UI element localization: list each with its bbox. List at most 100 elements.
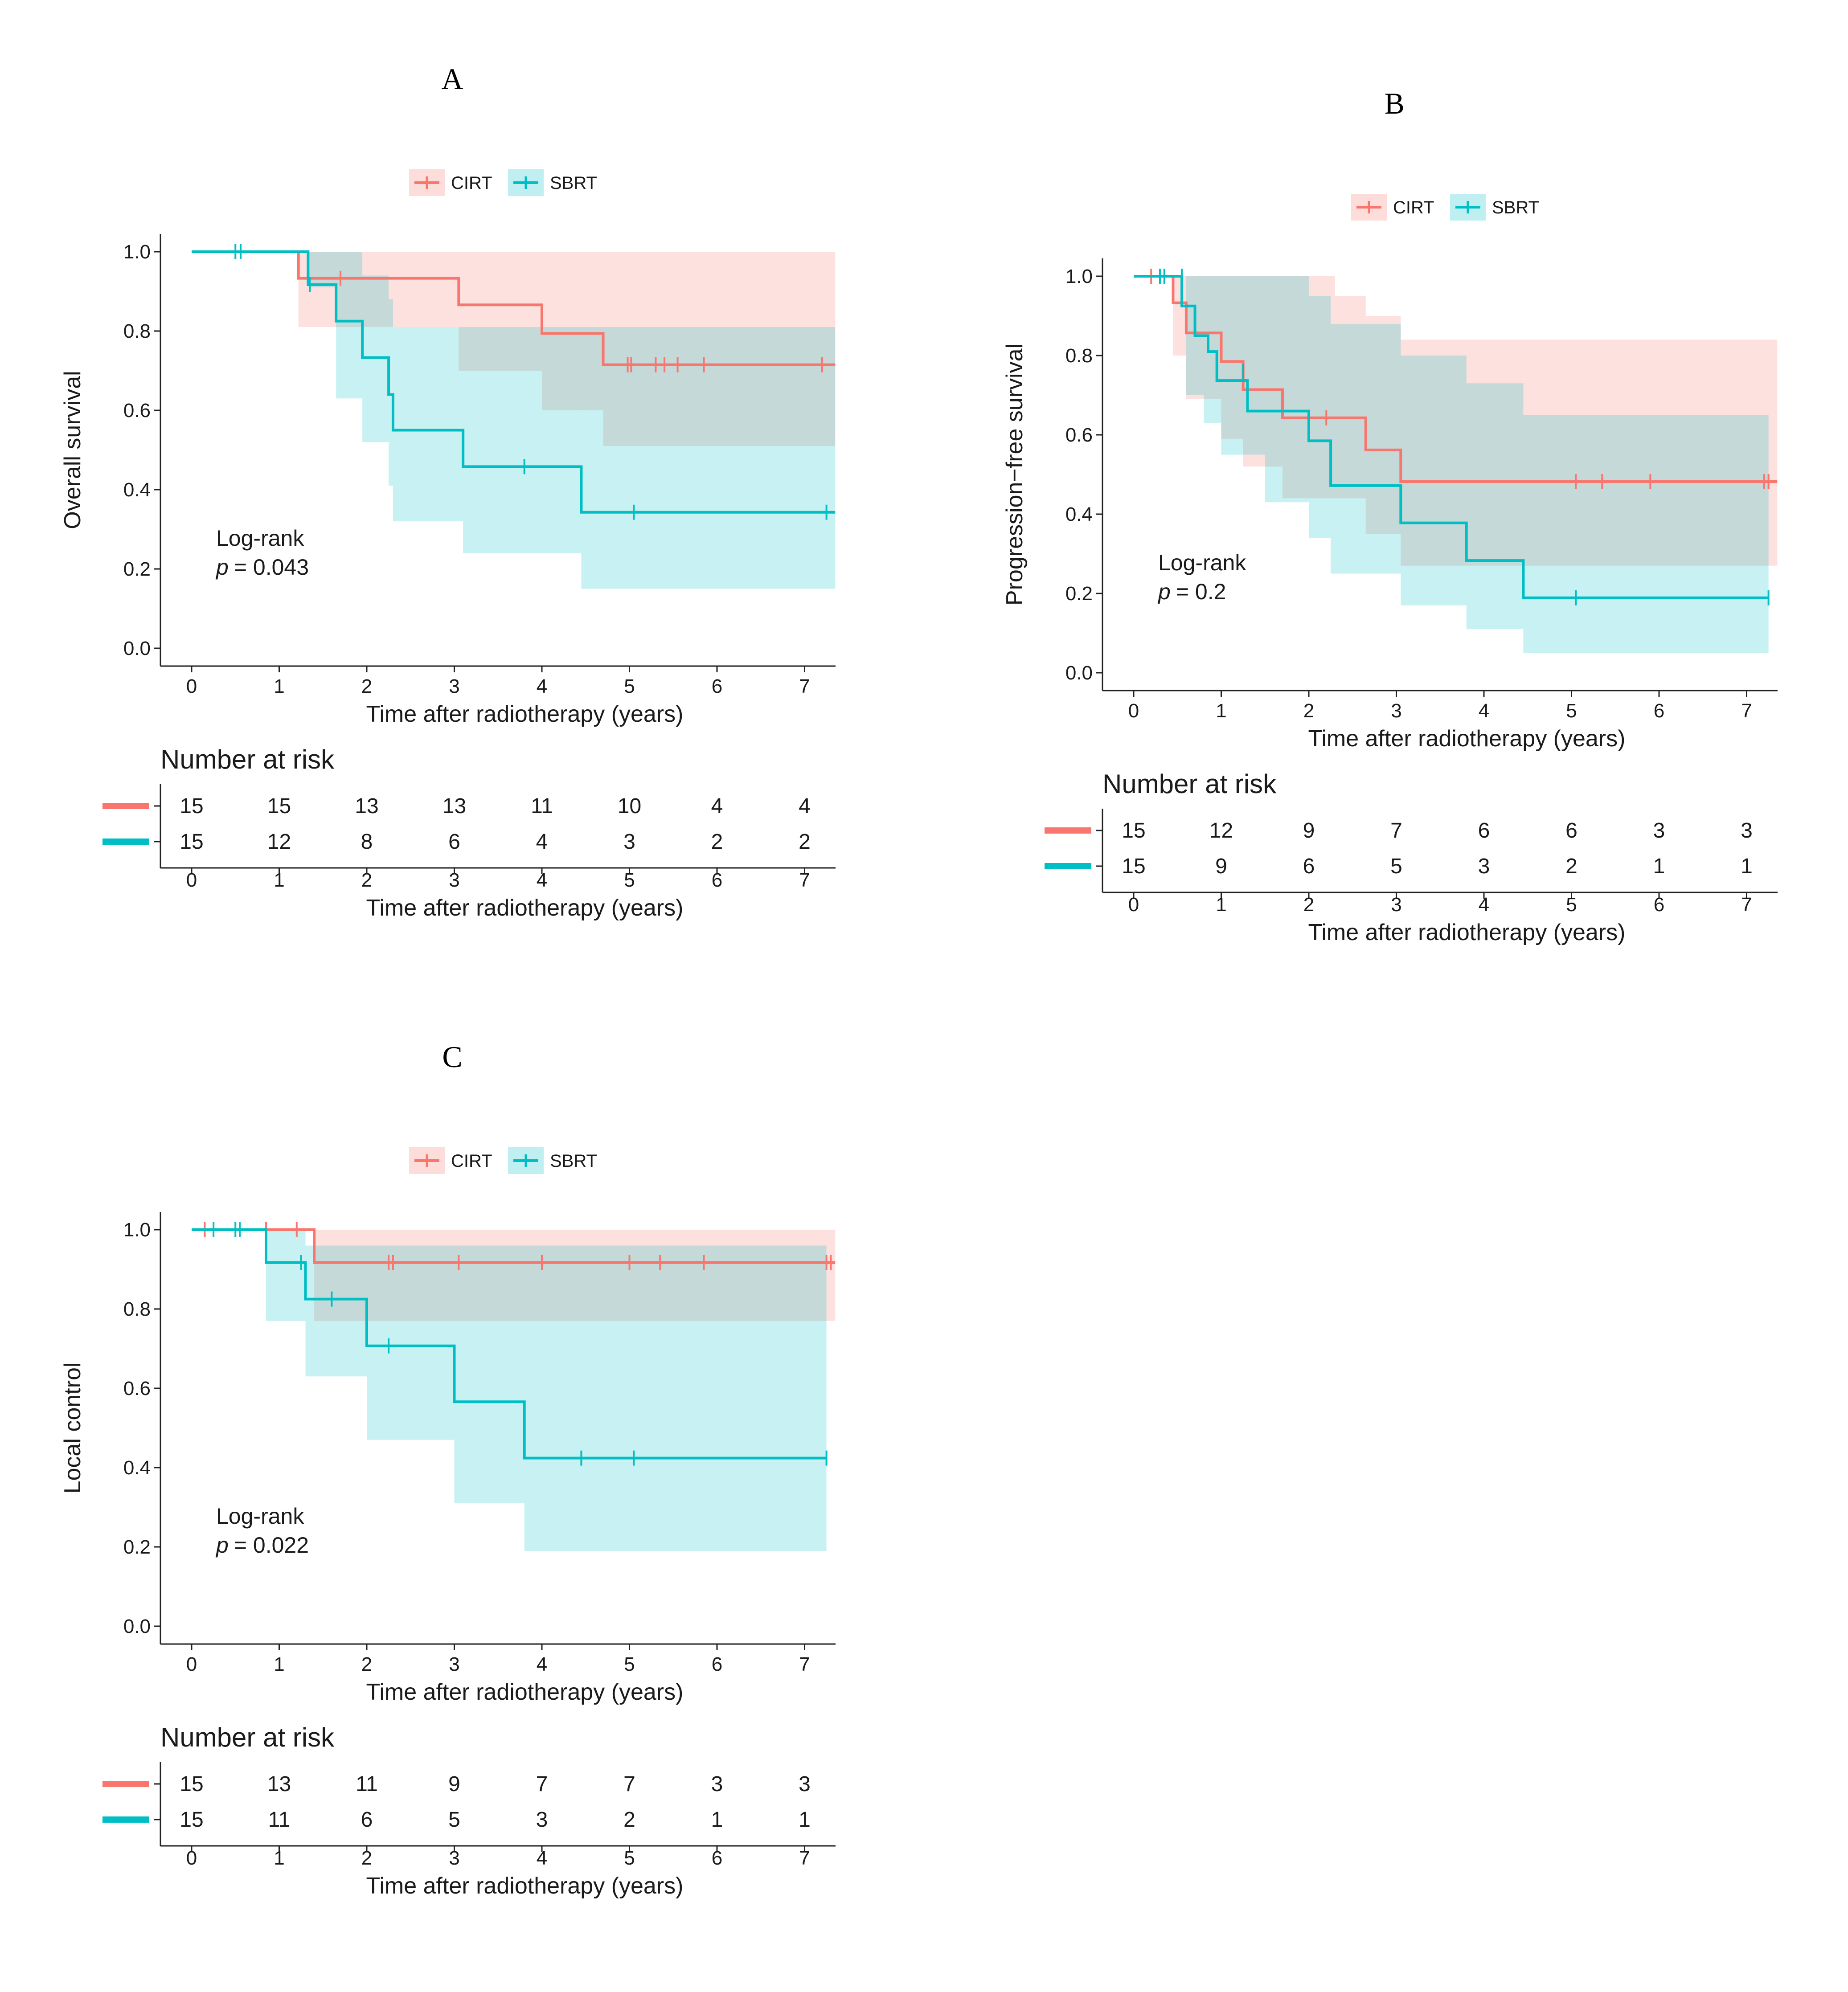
risk-x-tick-label: 2 xyxy=(1303,894,1314,916)
ci-band-cirt xyxy=(310,252,392,327)
risk-x-tick-label: 5 xyxy=(1566,894,1577,916)
axes: 0.0 0.2 0.4 0.6 0.8 1.0 0 1 2 3 4 5 6 7 xyxy=(1065,258,1778,722)
x-tick-label: 0 xyxy=(1128,700,1139,722)
x-tick-label: 4 xyxy=(537,1653,547,1675)
axes: 0.0 0.2 0.4 0.6 0.8 1.0 0 1 2 3 4 5 6 7 xyxy=(123,234,836,697)
x-tick-label: 5 xyxy=(1566,700,1577,722)
ci-band-cirt xyxy=(1173,276,1186,356)
logrank-label: Log-rank xyxy=(1158,550,1246,575)
x-tick-label: 4 xyxy=(537,675,547,697)
risk-count-cirt: 3 xyxy=(711,1772,723,1796)
risk-count-cirt: 9 xyxy=(448,1772,460,1796)
y-tick-label: 0.0 xyxy=(123,1616,151,1637)
x-tick-label: 0 xyxy=(186,675,197,697)
risk-x-tick-label: 5 xyxy=(624,869,635,891)
risk-count-sbrt: 8 xyxy=(361,830,373,854)
risk-x-tick-label: 4 xyxy=(537,1847,547,1869)
risk-count-cirt: 10 xyxy=(618,794,641,818)
risk-count-sbrt: 1 xyxy=(1653,855,1665,878)
risk-x-tick-label: 4 xyxy=(1479,894,1489,916)
risk-count-sbrt: 3 xyxy=(536,1808,548,1832)
x-tick-label: 2 xyxy=(361,675,372,697)
panel-c: C CIRT SBRT 0.0 0.2 0.4 0.6 0.8 1.0 0 1 2 3 4 5 6 7 Time … xyxy=(60,1040,836,1899)
y-tick-label: 0.2 xyxy=(123,558,151,580)
risk-count-sbrt: 5 xyxy=(448,1808,460,1832)
y-tick-label: 0.2 xyxy=(1065,583,1093,605)
x-tick-label: 1 xyxy=(274,675,284,697)
risk-count-cirt: 15 xyxy=(1122,819,1145,843)
risk-count-sbrt: 15 xyxy=(180,1808,203,1832)
legend-label-cirt: CIRT xyxy=(1393,198,1434,217)
risk-count-sbrt: 6 xyxy=(448,830,460,854)
risk-count-cirt: 12 xyxy=(1209,819,1233,843)
x-axis-label: Time after radiotherapy (years) xyxy=(1308,726,1626,752)
x-tick-label: 6 xyxy=(712,1653,722,1675)
ci-band-sbrt xyxy=(581,327,836,589)
ci-band-sbrt xyxy=(524,1245,827,1551)
ci-band-cirt xyxy=(1335,296,1366,499)
km-curve-sbrt xyxy=(192,1228,827,1460)
y-tick-label: 0.2 xyxy=(123,1536,151,1558)
legend-label-cirt: CIRT xyxy=(451,1151,492,1171)
x-tick-label: 6 xyxy=(712,675,722,697)
ci-band-sbrt xyxy=(367,1245,455,1440)
risk-x-tick-label: 2 xyxy=(361,1847,372,1869)
y-tick-label: 0.8 xyxy=(123,320,151,342)
risk-x-tick-label: 5 xyxy=(624,1847,635,1869)
p-value: = 0.043 xyxy=(234,555,309,580)
p-symbol: p xyxy=(215,555,229,580)
risk-table-title: Number at risk xyxy=(160,1722,335,1752)
risk-x-tick-label: 3 xyxy=(449,1847,459,1869)
ci-band-cirt xyxy=(314,1230,836,1321)
risk-count-sbrt: 12 xyxy=(267,830,291,854)
ci-band-cirt xyxy=(391,252,459,327)
risk-count-cirt: 6 xyxy=(1565,819,1578,843)
risk-count-sbrt: 1 xyxy=(711,1808,723,1832)
risk-count-sbrt: 2 xyxy=(711,830,723,854)
confidence-bands xyxy=(1173,276,1778,653)
legend-label-sbrt: SBRT xyxy=(1492,198,1539,217)
risk-count-cirt: 15 xyxy=(180,1772,203,1796)
risk-count-cirt: 4 xyxy=(711,794,723,818)
risk-x-tick-label: 2 xyxy=(361,869,372,891)
risk-count-cirt: 4 xyxy=(799,794,811,818)
risk-x-tick-label: 3 xyxy=(449,869,459,891)
y-tick-label: 0.6 xyxy=(123,1378,151,1399)
y-tick-label: 0.4 xyxy=(1065,503,1093,525)
risk-x-tick-label: 7 xyxy=(799,869,810,891)
risk-count-sbrt: 1 xyxy=(799,1808,811,1832)
axes: 0.0 0.2 0.4 0.6 0.8 1.0 0 1 2 3 4 5 6 7 xyxy=(123,1212,836,1675)
legend: CIRT SBRT xyxy=(409,169,597,196)
risk-count-sbrt: 2 xyxy=(799,830,811,854)
risk-count-sbrt: 6 xyxy=(361,1808,373,1832)
risk-count-cirt: 13 xyxy=(443,794,466,818)
risk-count-cirt: 3 xyxy=(799,1772,811,1796)
legend: CIRT SBRT xyxy=(409,1147,597,1174)
p-value: = 0.2 xyxy=(1176,579,1226,604)
x-axis-label: Time after radiotherapy (years) xyxy=(366,1679,684,1705)
risk-x-tick-label: 1 xyxy=(274,1847,284,1869)
x-tick-label: 7 xyxy=(1741,700,1752,722)
panel-letter: B xyxy=(1384,86,1404,120)
y-tick-label: 0.4 xyxy=(123,1457,151,1479)
x-tick-label: 2 xyxy=(361,1653,372,1675)
ci-band-cirt xyxy=(1365,316,1401,534)
ci-band-sbrt xyxy=(454,1245,524,1504)
risk-count-cirt: 13 xyxy=(267,1772,291,1796)
x-tick-label: 6 xyxy=(1654,700,1664,722)
risk-x-tick-label: 4 xyxy=(537,869,547,891)
risk-x-tick-label: 0 xyxy=(186,1847,197,1869)
ci-band-cirt xyxy=(1401,339,1778,566)
ci-band-sbrt xyxy=(393,327,463,522)
ci-band-cirt xyxy=(1243,276,1283,467)
risk-x-axis-label: Time after radiotherapy (years) xyxy=(366,1873,684,1899)
x-tick-label: 7 xyxy=(799,675,810,697)
y-tick-label: 0.6 xyxy=(1065,424,1093,446)
risk-x-tick-label: 7 xyxy=(799,1847,810,1869)
ci-band-sbrt xyxy=(308,252,336,288)
y-axis-label: Overall survival xyxy=(60,371,86,529)
p-value-text: p = 0.043 xyxy=(215,555,309,580)
